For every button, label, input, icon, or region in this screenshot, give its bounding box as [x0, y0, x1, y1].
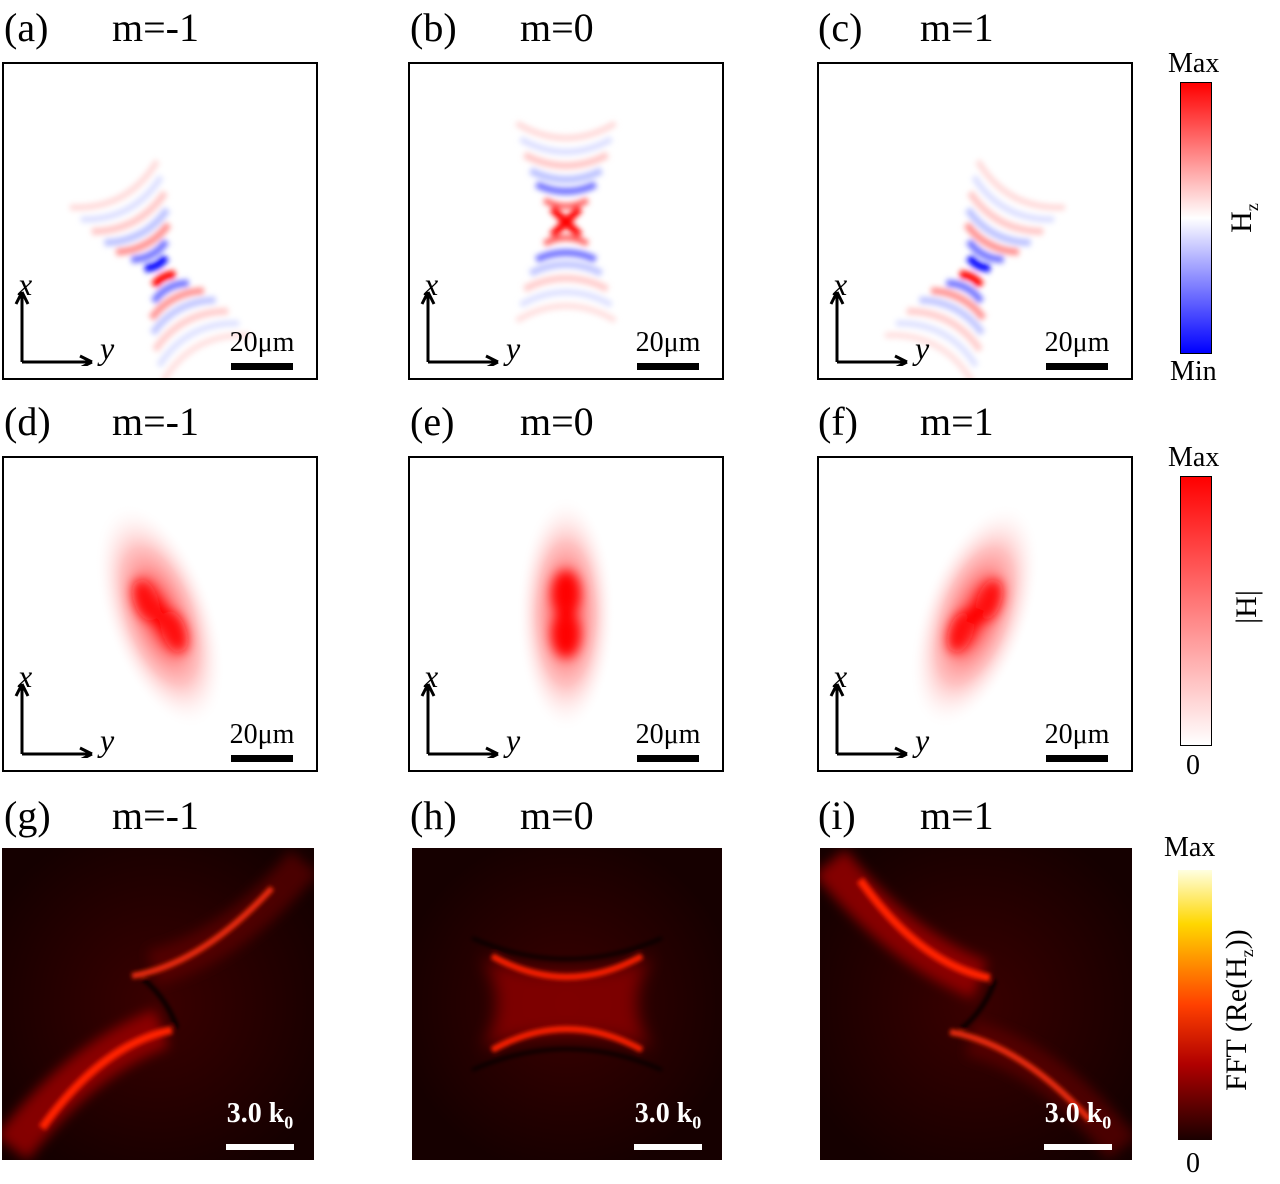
- colorbar-hz-title: Hz: [1225, 203, 1262, 233]
- scale-bar-label: 20μm: [229, 327, 295, 358]
- scale-bar-line: [231, 363, 293, 370]
- axis-x-label: x: [424, 658, 439, 694]
- scale-bar-label: 20μm: [1044, 327, 1110, 358]
- hz-field-image: [69, 159, 251, 378]
- hz-field-image: [515, 120, 617, 324]
- axis-x-label: x: [424, 266, 439, 302]
- axis-y-label: y: [506, 722, 521, 758]
- fft-map-m-1: 3.0 k0: [820, 848, 1132, 1160]
- colorbar-habs-min: 0: [1186, 750, 1200, 781]
- colorbar-hz: [1180, 82, 1212, 354]
- panel-m-f: m=1: [920, 399, 994, 444]
- fft-image: [2, 848, 314, 1160]
- scale-bar: 20μm: [632, 721, 704, 762]
- habs-map-m-minus1: x y 20μm: [2, 456, 318, 772]
- scale-bar-line: [231, 755, 293, 762]
- panel-m-i: m=1: [920, 793, 994, 838]
- panel-m-h: m=0: [520, 793, 594, 838]
- axis-y-label: y: [915, 330, 930, 366]
- panel-label-g: (g): [4, 793, 51, 838]
- colorbar-fft-title: FFT (Re(Hz)): [1220, 929, 1257, 1091]
- scale-bar: 20μm: [226, 721, 298, 762]
- scale-bar-k: 3.0 k0: [1042, 1099, 1114, 1150]
- panel-label-h: (h): [410, 793, 457, 838]
- scale-bar: 20μm: [632, 329, 704, 370]
- axis-x-label: x: [18, 266, 33, 302]
- axis-y-label: y: [506, 330, 521, 366]
- axis-y-label: y: [100, 722, 115, 758]
- scale-bar-label: 20μm: [1044, 719, 1110, 750]
- panel-label-b: (b): [410, 5, 457, 50]
- habs-field-image: [909, 503, 1041, 729]
- habs-field-image: [94, 503, 226, 729]
- colorbar-hz-min: Min: [1170, 356, 1217, 387]
- scale-bar-label: 20μm: [635, 719, 701, 750]
- colorbar-fft-max: Max: [1164, 832, 1216, 863]
- panel-label-c: (c): [818, 5, 863, 50]
- scale-bar-k-label: 3.0 k0: [634, 1098, 702, 1133]
- habs-map-m-1: x y 20μm: [817, 456, 1133, 772]
- fft-image: [412, 848, 722, 1160]
- colorbar-habs: [1180, 476, 1212, 746]
- panel-m-e: m=0: [520, 399, 594, 444]
- scale-bar-k-line: [1044, 1144, 1112, 1150]
- panel-label-f: (f): [818, 399, 858, 444]
- scale-bar-line: [637, 755, 699, 762]
- colorbar-fft-min: 0: [1186, 1148, 1200, 1179]
- scale-bar-line: [1046, 755, 1108, 762]
- scale-bar-k-line: [226, 1144, 294, 1150]
- scale-bar: 20μm: [1041, 329, 1113, 370]
- panel-label-e: (e): [410, 399, 455, 444]
- panel-label-d: (d): [4, 399, 51, 444]
- panel-m-b: m=0: [520, 5, 594, 50]
- axis-x-label: x: [833, 658, 848, 694]
- panel-m-a: m=-1: [112, 5, 199, 50]
- scale-bar-line: [1046, 363, 1108, 370]
- axis-indicator: x y: [829, 266, 930, 366]
- scale-bar: 20μm: [226, 329, 298, 370]
- scale-bar-label: 20μm: [635, 327, 701, 358]
- axis-x-label: x: [833, 266, 848, 302]
- scale-bar-line: [637, 363, 699, 370]
- scale-bar-k-label: 3.0 k0: [1044, 1098, 1112, 1133]
- colorbar-fft: [1178, 870, 1212, 1140]
- fft-map-m-0: 3.0 k0: [412, 848, 722, 1160]
- scale-bar-k-line: [634, 1144, 702, 1150]
- hz-field-image: [884, 159, 1066, 378]
- axis-y-label: y: [100, 330, 115, 366]
- hz-map-m-0: x y 20μm: [408, 62, 724, 380]
- scale-bar-k-label: 3.0 k0: [226, 1098, 294, 1133]
- axis-indicator: x y: [420, 658, 521, 758]
- axis-indicator: x y: [14, 658, 115, 758]
- axis-indicator: x y: [420, 266, 521, 366]
- axis-indicator: x y: [14, 266, 115, 366]
- panel-m-c: m=1: [920, 5, 994, 50]
- habs-field-image: [516, 495, 616, 733]
- scale-bar-k: 3.0 k0: [224, 1099, 296, 1150]
- panel-label-i: (i): [818, 793, 856, 838]
- scale-bar: 20μm: [1041, 721, 1113, 762]
- hz-map-m-minus1: x y 20μm: [2, 62, 318, 380]
- fft-image: [820, 848, 1132, 1160]
- hz-map-m-1: x y 20μm: [817, 62, 1133, 380]
- colorbar-hz-max: Max: [1168, 48, 1220, 79]
- colorbar-habs-max: Max: [1168, 442, 1220, 473]
- panel-m-g: m=-1: [112, 793, 199, 838]
- panel-m-d: m=-1: [112, 399, 199, 444]
- scale-bar-k: 3.0 k0: [632, 1099, 704, 1150]
- habs-map-m-0: x y 20μm: [408, 456, 724, 772]
- panel-label-a: (a): [4, 5, 49, 50]
- scale-bar-label: 20μm: [229, 719, 295, 750]
- axis-y-label: y: [915, 722, 930, 758]
- fft-map-m-minus1: 3.0 k0: [2, 848, 314, 1160]
- colorbar-habs-title: |H|: [1230, 590, 1263, 624]
- axis-indicator: x y: [829, 658, 930, 758]
- axis-x-label: x: [18, 658, 33, 694]
